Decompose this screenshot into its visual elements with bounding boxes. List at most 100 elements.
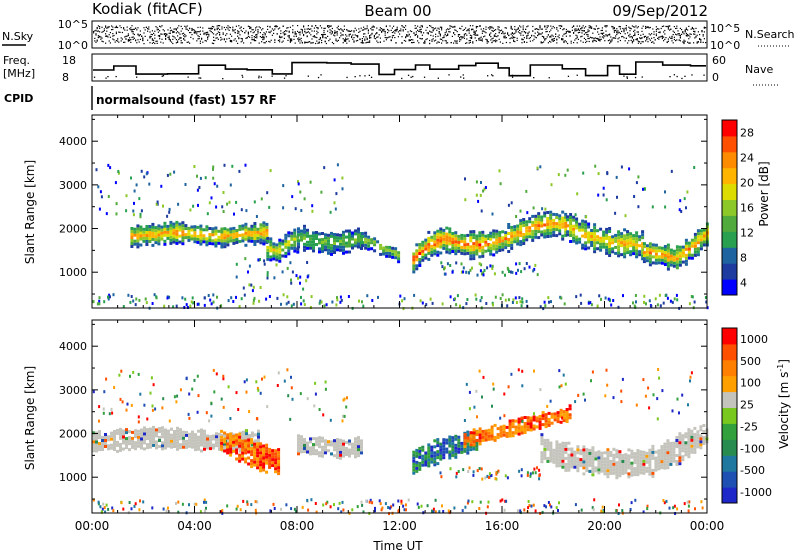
nave-point — [437, 77, 439, 79]
sky-point — [210, 27, 212, 29]
heatmap-cell — [148, 225, 152, 228]
power-ylabel: Slant Range [km] — [23, 160, 37, 264]
heatmap-cell — [552, 224, 556, 228]
sky-point — [589, 27, 591, 29]
heatmap-cell — [122, 447, 125, 451]
sky-point — [643, 35, 645, 38]
scatter-cell — [273, 276, 276, 280]
heatmap-cell — [211, 239, 215, 243]
heatmap-cell — [463, 445, 467, 449]
heatmap-cell — [599, 239, 603, 243]
heatmap-cell — [675, 263, 679, 267]
heatmap-cell — [636, 449, 640, 453]
heatmap-cell — [645, 454, 649, 458]
sky-point — [328, 40, 330, 42]
scatter-cell — [476, 273, 479, 277]
heatmap-cell — [158, 445, 161, 448]
heatmap-cell — [466, 430, 470, 434]
heatmap-cell — [516, 233, 520, 237]
heatmap-cell — [576, 460, 580, 464]
heatmap-cell — [287, 249, 291, 253]
heatmap-cell — [176, 441, 179, 445]
scatter-cell — [481, 272, 483, 276]
sky-point — [219, 32, 221, 34]
heatmap-cell — [199, 236, 203, 240]
heatmap-cell — [436, 241, 440, 245]
heatmap-cell — [214, 241, 218, 245]
heatmap-cell — [663, 248, 667, 251]
sky-left-label: N.Sky — [2, 30, 34, 43]
sky-point — [132, 38, 134, 40]
sky-point — [595, 37, 597, 40]
heatmap-cell — [617, 245, 621, 249]
sky-point — [343, 28, 345, 30]
heatmap-cell — [541, 417, 545, 421]
sky-point — [599, 36, 601, 38]
heatmap-cell — [235, 433, 239, 437]
scatter-cell — [366, 294, 369, 298]
heatmap-cell — [262, 224, 266, 228]
sky-point — [552, 25, 554, 28]
sky-point — [159, 36, 161, 38]
sky-point — [486, 42, 488, 44]
heatmap-cell — [339, 438, 342, 442]
heatmap-cell — [113, 436, 116, 439]
heatmap-cell — [603, 451, 607, 455]
heatmap-cell — [475, 246, 479, 250]
heatmap-cell — [454, 449, 458, 453]
heatmap-cell — [495, 238, 499, 242]
heatmap-cell — [666, 460, 670, 464]
scatter-cell — [286, 368, 289, 372]
sky-point — [441, 26, 443, 28]
sky-point — [426, 26, 428, 29]
sky-point — [259, 32, 261, 34]
heatmap-cell — [614, 236, 618, 240]
heatmap-cell — [654, 243, 658, 247]
heatmap-cell — [176, 435, 179, 439]
sky-point — [307, 31, 309, 33]
sky-point — [160, 33, 162, 35]
heatmap-cell — [394, 253, 398, 257]
scatter-cell — [188, 392, 191, 396]
heatmap-cell — [131, 439, 134, 443]
heatmap-cell — [525, 235, 529, 239]
heatmap-cell — [537, 215, 541, 219]
heatmap-cell — [651, 243, 655, 247]
sky-point — [235, 40, 237, 42]
heatmap-cell — [648, 245, 652, 249]
heatmap-cell — [194, 439, 197, 443]
scatter-cell — [403, 297, 406, 301]
heatmap-cell — [200, 428, 203, 432]
heatmap-cell — [618, 459, 622, 463]
sky-point — [647, 26, 649, 29]
scatter-cell — [300, 209, 303, 212]
heatmap-cell — [578, 237, 582, 241]
scatter-cell — [286, 295, 289, 299]
heatmap-cell — [179, 443, 182, 447]
heatmap-cell — [357, 242, 360, 246]
scatter-cell — [598, 294, 601, 298]
sky-point — [127, 39, 129, 41]
sky-point — [112, 33, 114, 35]
heatmap-cell — [232, 437, 236, 441]
heatmap-cell — [433, 439, 437, 443]
heatmap-cell — [259, 457, 263, 461]
scatter-cell — [233, 212, 235, 216]
heatmap-cell — [543, 441, 547, 445]
heatmap-cell — [424, 451, 428, 455]
scatter-cell — [335, 303, 338, 307]
heatmap-cell — [481, 432, 485, 436]
sky-point — [563, 40, 565, 42]
heatmap-cell — [238, 233, 242, 237]
heatmap-cell — [603, 466, 607, 470]
heatmap-cell — [612, 447, 616, 451]
heatmap-cell — [169, 229, 173, 233]
sky-point — [673, 31, 675, 33]
heatmap-cell — [339, 444, 342, 448]
scatter-cell — [122, 305, 125, 308]
heatmap-cell — [537, 218, 541, 222]
sky-point — [454, 34, 456, 36]
sky-point — [347, 38, 349, 40]
heatmap-cell — [253, 222, 257, 225]
heatmap-cell — [463, 439, 467, 443]
